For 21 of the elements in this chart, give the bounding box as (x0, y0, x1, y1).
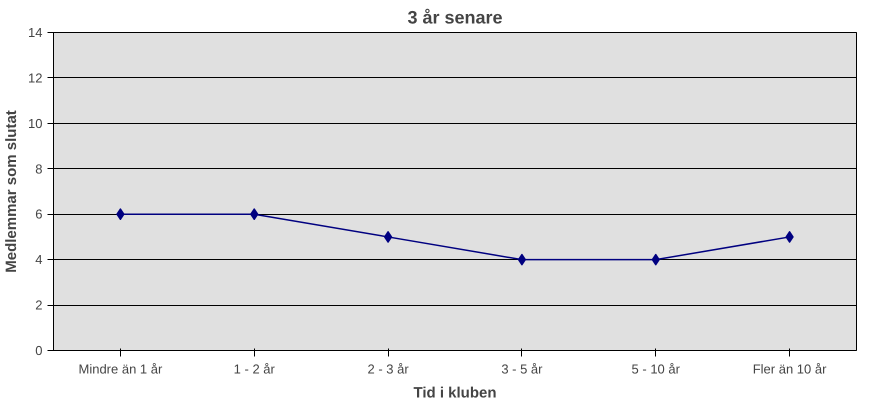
y-tick-label: 8 (35, 161, 43, 176)
x-axis-title: Tid i kluben (413, 384, 497, 402)
y-tick-label: 2 (35, 298, 43, 313)
point (785, 230, 794, 243)
point (384, 230, 392, 243)
y-tick-label: 14 (28, 25, 43, 40)
chart-title: 3 år senare (407, 8, 503, 28)
x-tick-label: Mindre än 1 år (78, 362, 163, 376)
y-axis-title: Medlemmar som slutat (3, 110, 20, 273)
point (518, 254, 526, 266)
x-tick-label: Fler än 10 år (752, 362, 828, 376)
y-tick-label: 4 (35, 252, 43, 268)
point (116, 208, 125, 220)
y-tick-label: 6 (35, 206, 43, 222)
x-tick-label: 2 - 3 år (367, 362, 410, 376)
x-tick-label: 5 - 10 år (632, 362, 681, 376)
y-tick-label: 12 (28, 70, 43, 86)
y-tick-label: 0 (35, 343, 43, 358)
x-tick-label: 3 - 5 år (501, 362, 544, 376)
x-tick-label: 1 - 2 år (234, 362, 276, 376)
y-tick-label: 10 (28, 116, 43, 131)
